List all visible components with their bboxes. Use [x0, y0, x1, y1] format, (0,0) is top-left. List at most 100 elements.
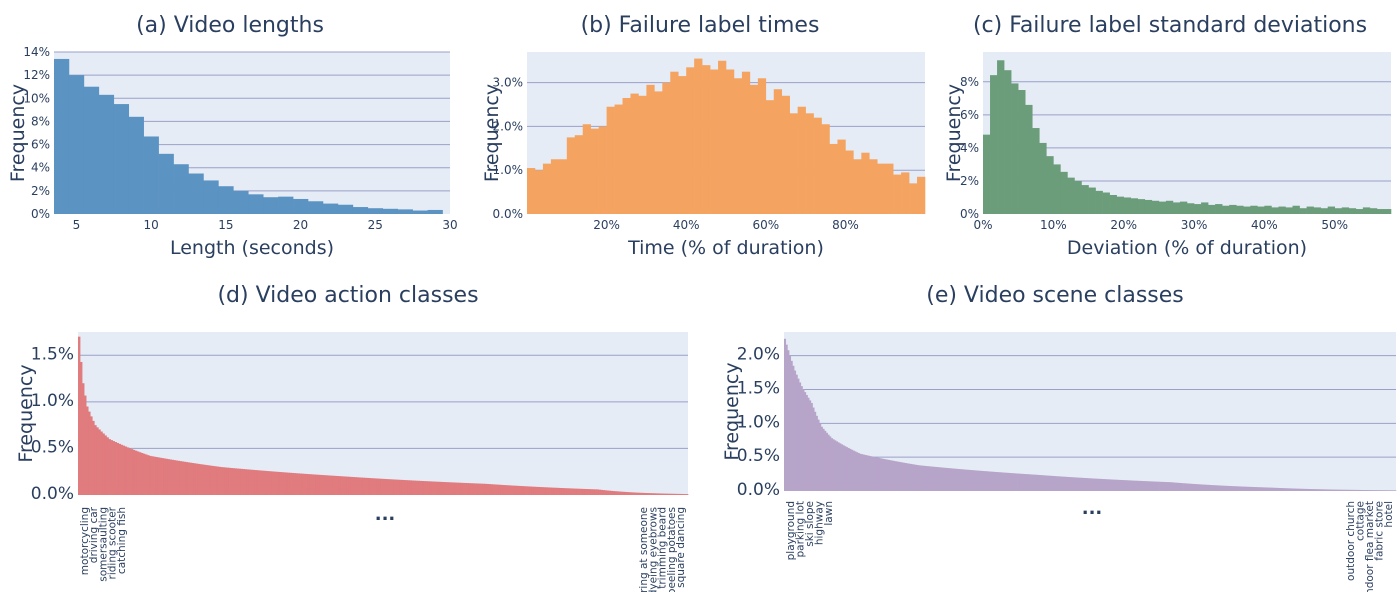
bar — [580, 488, 583, 495]
bar — [454, 482, 457, 495]
bar — [1278, 487, 1281, 491]
bar — [228, 467, 231, 495]
bar — [226, 467, 229, 495]
bar — [460, 482, 463, 495]
bar — [1077, 477, 1080, 491]
ellipsis-label: ... — [375, 504, 396, 525]
bar — [1022, 473, 1025, 491]
bar — [765, 100, 775, 214]
bar — [639, 492, 642, 495]
bar — [963, 469, 966, 491]
bar — [600, 489, 603, 495]
bar — [527, 168, 536, 214]
bar — [409, 480, 412, 495]
bar — [1213, 485, 1216, 491]
bar — [362, 477, 366, 495]
bar — [896, 461, 899, 491]
bar — [1347, 489, 1350, 491]
bar — [261, 470, 264, 495]
bar — [906, 463, 909, 491]
bar — [641, 492, 644, 495]
bar — [1292, 205, 1300, 214]
bar — [956, 468, 959, 491]
bar — [541, 487, 544, 495]
bar — [1065, 476, 1068, 491]
bar — [1380, 490, 1383, 491]
bar — [694, 58, 703, 214]
bar — [741, 71, 751, 215]
bar — [944, 467, 947, 491]
bar — [904, 463, 907, 491]
bar — [1328, 489, 1331, 491]
bar — [996, 472, 999, 491]
bar — [859, 453, 862, 491]
bar — [1201, 484, 1204, 491]
bar — [980, 470, 983, 491]
bar — [1307, 488, 1310, 491]
bar — [1119, 479, 1122, 491]
bar — [976, 470, 979, 491]
bar — [1058, 476, 1062, 491]
bar — [222, 467, 225, 495]
bar — [817, 419, 820, 491]
bar — [515, 485, 518, 495]
bar — [112, 441, 115, 495]
bar — [498, 484, 502, 495]
bar — [582, 124, 591, 214]
bar — [1209, 484, 1212, 491]
bar — [975, 470, 978, 491]
bar — [1105, 479, 1108, 491]
category-label: peeling potatoes — [666, 507, 678, 592]
bar — [313, 474, 317, 495]
bar — [387, 479, 390, 495]
bar — [1199, 484, 1202, 491]
bar — [598, 489, 601, 495]
bar — [1341, 207, 1350, 214]
bar — [1313, 489, 1316, 491]
bar — [657, 493, 660, 495]
bar — [924, 465, 927, 491]
bar — [1243, 206, 1251, 214]
y-tick-label: 8% — [31, 114, 50, 128]
chart-title: (e) Video scene classes — [926, 283, 1184, 308]
bar — [1238, 486, 1241, 491]
bar — [1008, 472, 1011, 491]
bar — [792, 365, 795, 491]
bar — [559, 487, 563, 495]
bar — [827, 434, 830, 491]
bar — [88, 411, 91, 495]
x-tick-label: 0% — [973, 218, 992, 232]
bar — [200, 464, 203, 495]
bar — [474, 483, 477, 495]
bar — [941, 467, 944, 491]
bar — [350, 476, 353, 495]
bar — [965, 469, 968, 491]
bar — [1278, 206, 1286, 214]
chart-title: (d) Video action classes — [217, 283, 478, 308]
bar — [494, 484, 498, 495]
bar — [218, 186, 234, 214]
bar — [990, 471, 993, 491]
bar — [1250, 486, 1253, 491]
bar — [450, 482, 453, 495]
bar — [1325, 489, 1328, 491]
bar — [1123, 197, 1132, 214]
bar — [1100, 478, 1103, 491]
y-tick-label: 2% — [31, 184, 50, 198]
bar — [812, 407, 815, 491]
bar — [968, 469, 971, 491]
bar — [535, 486, 538, 495]
x-tick-label: 5 — [73, 218, 81, 232]
bar — [114, 442, 117, 495]
bar — [787, 350, 790, 491]
bar — [1292, 488, 1295, 491]
bar — [677, 493, 681, 495]
bar — [244, 469, 248, 495]
bar — [558, 159, 568, 214]
bar — [1067, 476, 1070, 491]
bar — [928, 466, 931, 491]
bar — [654, 91, 663, 214]
bar — [901, 462, 904, 491]
bar — [1385, 490, 1388, 491]
bar — [448, 482, 451, 495]
